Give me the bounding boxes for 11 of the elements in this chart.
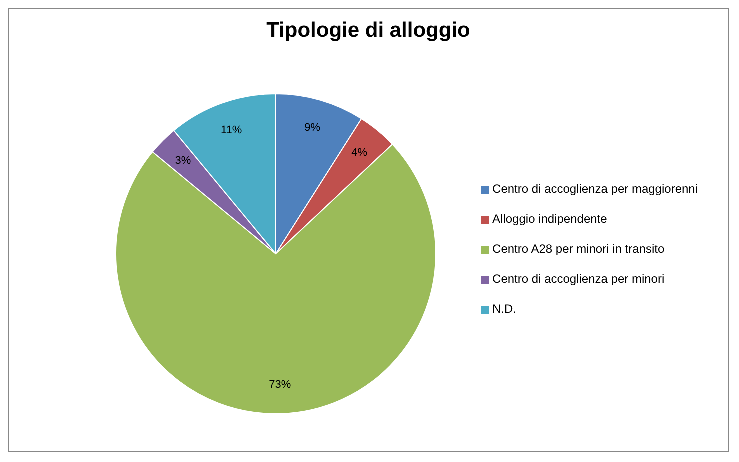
legend-label: Centro di accoglienza per minori <box>492 272 665 286</box>
legend-label: Alloggio indipendente <box>492 212 608 226</box>
legend-label: Centro di accoglienza per maggiorenni <box>492 182 698 196</box>
data-label: 9% <box>304 122 321 134</box>
legend-label: Centro A28 per minori in transito <box>492 242 665 256</box>
data-label: 3% <box>175 155 192 168</box>
legend-label: N.D. <box>492 302 517 316</box>
chart-title: Tipologie di alloggio <box>266 18 472 44</box>
data-label: 11% <box>220 124 242 137</box>
data-label: 73% <box>269 379 292 392</box>
data-label: 4% <box>352 146 368 159</box>
